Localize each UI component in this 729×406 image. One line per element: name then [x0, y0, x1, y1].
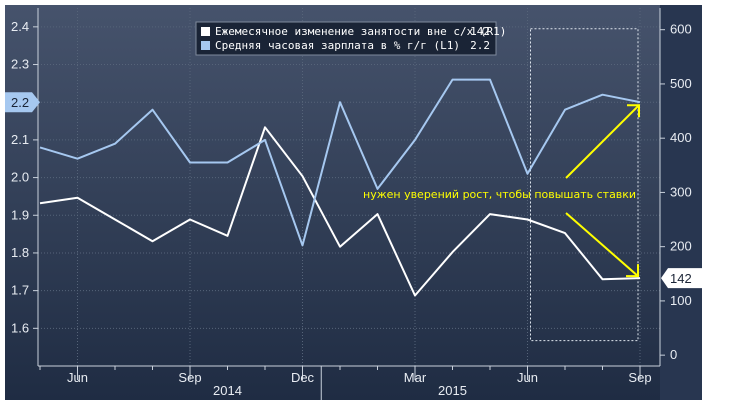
x-tick-label: Mar — [404, 370, 427, 385]
x-tick-label: Sep — [628, 370, 651, 385]
right-tick-label: 0 — [670, 347, 677, 362]
right-tick-label: 400 — [670, 130, 692, 145]
left-tick-label: 2.1 — [11, 132, 29, 147]
x-tick-label: Dec — [291, 370, 315, 385]
last-value-tag-wages — [5, 92, 40, 113]
right-tick-label: 600 — [670, 22, 692, 37]
x-tick-label: Jun — [517, 370, 538, 385]
x-tick-label: Jun — [67, 370, 88, 385]
series — [39, 78, 641, 297]
legend-box — [195, 21, 497, 56]
annotation-arrowhead-up — [627, 104, 640, 118]
legend-swatch-wages — [201, 41, 210, 50]
last-value-label-wages: 2.2 — [11, 95, 29, 110]
left-tick-label: 1.6 — [11, 320, 29, 335]
right-axis-panel — [660, 5, 702, 400]
left-tick-label: 2.3 — [11, 57, 29, 72]
left-tick-label: 1.9 — [11, 207, 29, 222]
axes: 1.6 1.7 1.8 1.9 2.0 2.1 2.2 2.3 2.4 0 100 200 300 400… — [5, 8, 702, 400]
series-line — [39, 126, 641, 297]
left-tick-label: 2.0 — [11, 170, 29, 185]
left-tick-label: 1.8 — [11, 245, 29, 260]
year-label: 2014 — [213, 383, 242, 398]
plot-area — [5, 5, 660, 400]
right-tick-label: 500 — [670, 76, 692, 91]
left-tick-label: 2.4 — [11, 19, 29, 34]
legend-label-wages: Средняя часовая зарплата в % г/г (L1) — [215, 39, 460, 52]
series-line — [39, 78, 641, 247]
highlight-box — [530, 28, 639, 342]
legend-swatch-employment — [201, 27, 210, 36]
last-value-tag-employment — [661, 268, 702, 289]
right-tick-label: 300 — [670, 184, 692, 199]
year-label: 2015 — [438, 383, 467, 398]
legend: Ежемесячное изменение занятости вне с/х … — [195, 21, 506, 56]
legend-label-employment: Ежемесячное изменение занятости вне с/х … — [215, 25, 506, 38]
legend-value-employment: 142 — [470, 25, 490, 38]
legend-value-wages: 2.2 — [470, 39, 490, 52]
right-tick-label: 100 — [670, 293, 692, 308]
annotation-arrow-down — [565, 212, 639, 277]
annotation-text: нужен уверений рост, чтобы повышать став… — [363, 188, 636, 201]
left-tick-label: 1.7 — [11, 283, 29, 298]
annotation-arrowhead-down — [626, 264, 639, 278]
last-value-label-employment: 142 — [670, 271, 692, 286]
x-tick-label: Sep — [178, 370, 201, 385]
annotation: нужен уверений рост, чтобы повышать став… — [363, 104, 640, 278]
right-tick-label: 200 — [670, 239, 692, 254]
annotation-arrow-up — [565, 104, 640, 179]
